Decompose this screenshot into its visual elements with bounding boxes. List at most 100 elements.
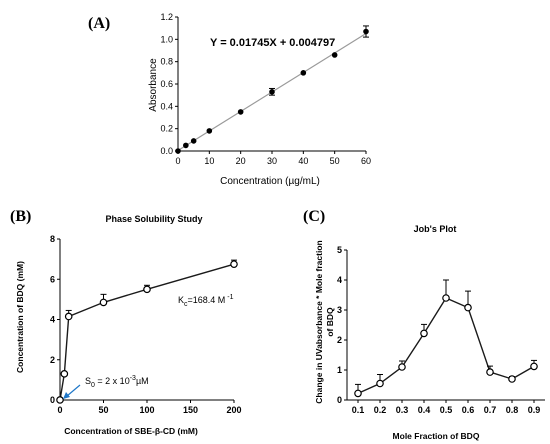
series-line (357, 297, 535, 395)
data-point (183, 142, 189, 149)
x-tick-label: 40 (298, 156, 308, 166)
data-point (420, 329, 428, 338)
panel-a-letter: (A) (88, 15, 110, 32)
s0-superscript: -3 (130, 375, 136, 382)
data-point (190, 138, 197, 144)
x-tick-label: 0.2 (374, 405, 387, 415)
panel-c-marks (354, 279, 538, 398)
data-point (398, 363, 406, 371)
panel-a-x-axis-label: Concentration (µg/mL) (220, 176, 320, 187)
y-tick-label: 5 (337, 245, 342, 255)
data-point (376, 379, 384, 388)
y-tick-label: 2 (50, 355, 55, 365)
series-line (59, 263, 235, 401)
panel-c: (C) Job's Plot 0.1 0.2 0.3 0.4 0.5 0.6 0.7 0.8 0… (303, 208, 545, 441)
panel-b-title: Phase Solubility Study (105, 214, 202, 224)
x-tick-label: 0.5 (440, 405, 453, 415)
s0-subscript: 0 (91, 382, 95, 389)
data-point (60, 370, 69, 378)
x-tick-label: 20 (236, 156, 246, 166)
x-tick-label: 150 (183, 405, 198, 415)
data-point (363, 28, 369, 35)
data-point (269, 89, 275, 95)
data-point (300, 70, 307, 76)
panel-c-axes (344, 249, 545, 403)
panel-a-marks (175, 25, 369, 154)
s0-label: S (85, 376, 91, 386)
panel-c-letter: (C) (303, 208, 325, 225)
x-tick-label: 0.7 (484, 405, 497, 415)
arrow-shaft (66, 384, 81, 397)
panel-a-equation: Y = 0.01745X + 0.004797 (210, 37, 335, 49)
x-tick-label: 60 (361, 156, 371, 166)
panel-a-tick-labels: 0 10 20 30 40 50 60 0.0 0.2 0.4 0.6 0.8 1.0 1.2 (160, 12, 371, 166)
y-tick-label: 8 (50, 234, 55, 244)
y-tick-label: 6 (50, 274, 55, 284)
x-tick-label: 0.6 (462, 405, 475, 415)
s0-mid: = 2 x 10 (95, 376, 130, 386)
data-point (508, 375, 516, 383)
y-tick-label: 0.4 (160, 101, 173, 111)
data-point (206, 128, 213, 134)
x-tick-label: 0.8 (506, 405, 519, 415)
x-tick-label: 0.3 (396, 405, 409, 415)
x-tick-label: 0.9 (528, 405, 541, 415)
y-tick-label: 3 (337, 305, 342, 315)
x-tick-label: 200 (226, 405, 241, 415)
y-tick-label: 0.0 (160, 146, 173, 156)
panel-a-y-axis-label: Absorbance (148, 58, 159, 112)
data-point (464, 303, 472, 312)
data-point (230, 260, 238, 268)
panel-b-s0-annotation: S0 = 2 x 10-3µM (85, 375, 149, 389)
data-point (237, 109, 244, 115)
y-tick-label: 4 (50, 315, 55, 325)
panel-b-marks (56, 259, 238, 404)
x-tick-label: 50 (330, 156, 340, 166)
data-point (530, 362, 538, 371)
kc-superscript: -1 (225, 294, 233, 301)
x-tick-label: 50 (98, 405, 108, 415)
x-tick-label: 0.4 (418, 405, 431, 415)
kc-label: K (178, 295, 184, 305)
y-tick-label: 1 (337, 365, 342, 375)
panel-c-tick-labels: 0.1 0.2 0.3 0.4 0.5 0.6 0.7 0.8 0.9 0 1 2 3 4 5 (337, 245, 540, 415)
panel-c-y-axis-label-line2: of BDQ (325, 307, 335, 337)
y-tick-label: 2 (337, 335, 342, 345)
panel-a: (A) Y = 0.01745X + 0.004797 0 10 20 30 40 50 6… (88, 12, 371, 187)
kc-value: =168.4 M (188, 295, 226, 305)
panel-b-s0-arrow (63, 384, 81, 399)
panel-b-y-axis-label: Concentration of BDQ (mM) (15, 261, 25, 373)
panel-c-title: Job's Plot (414, 224, 457, 234)
x-tick-label: 100 (139, 405, 154, 415)
x-tick-label: 0.1 (352, 405, 365, 415)
panel-b-x-axis-label: Concentration of SBE-β-CD (mM) (64, 426, 198, 436)
kc-subscript: c (184, 301, 188, 308)
data-point (331, 52, 338, 58)
y-tick-label: 0.2 (160, 124, 173, 134)
y-tick-label: 4 (337, 275, 342, 285)
x-tick-label: 0 (175, 156, 180, 166)
data-point (56, 396, 64, 404)
data-point (143, 285, 151, 294)
s0-unit: µM (136, 376, 149, 386)
data-point (64, 312, 73, 321)
data-point (99, 298, 108, 307)
data-point (442, 294, 450, 302)
y-tick-label: 1.0 (160, 34, 173, 44)
y-tick-label: 0 (50, 395, 55, 405)
x-tick-label: 0 (57, 405, 62, 415)
panel-c-y-axis-label-line1: Change in UVabsorbance * Mole fraction (314, 240, 324, 403)
x-tick-label: 30 (267, 156, 277, 166)
panel-a-axes (175, 16, 367, 154)
y-tick-label: 1.2 (160, 12, 173, 22)
data-point (354, 389, 362, 398)
panel-b-tick-labels: 0 50 100 150 200 0 2 4 6 8 (50, 234, 242, 415)
panel-b: (B) Phase Solubility Study 0 50 100 150 2000… (10, 208, 242, 436)
y-tick-label: 0 (337, 395, 342, 405)
arrow-head (63, 392, 70, 399)
y-tick-label: 0.8 (160, 57, 173, 67)
panel-b-kc-annotation: Kc=168.4 M -1 (178, 294, 234, 308)
y-tick-label: 0.6 (160, 79, 173, 89)
panel-b-letter: (B) (10, 208, 31, 225)
